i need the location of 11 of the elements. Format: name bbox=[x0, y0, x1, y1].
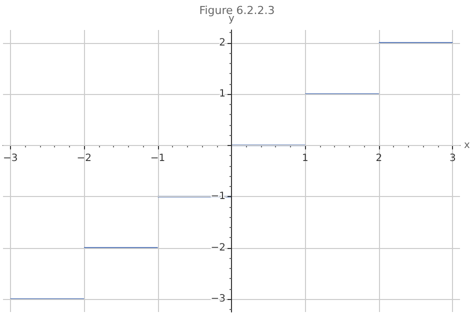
y-tick-label: 2 bbox=[219, 37, 226, 48]
x-tick-label: −3 bbox=[2, 152, 18, 164]
x-tick-label: −2 bbox=[76, 152, 92, 164]
y-tick-label: −3 bbox=[210, 294, 226, 305]
x-tick-label: 2 bbox=[376, 152, 382, 164]
x-axis-title: x bbox=[464, 140, 470, 151]
x-tick-label: −1 bbox=[150, 152, 166, 164]
x-tick-label: 1 bbox=[302, 152, 308, 164]
y-tick-label: 1 bbox=[219, 88, 226, 100]
y-tick-label: −2 bbox=[210, 242, 226, 254]
x-tick-label: 3 bbox=[449, 152, 456, 164]
